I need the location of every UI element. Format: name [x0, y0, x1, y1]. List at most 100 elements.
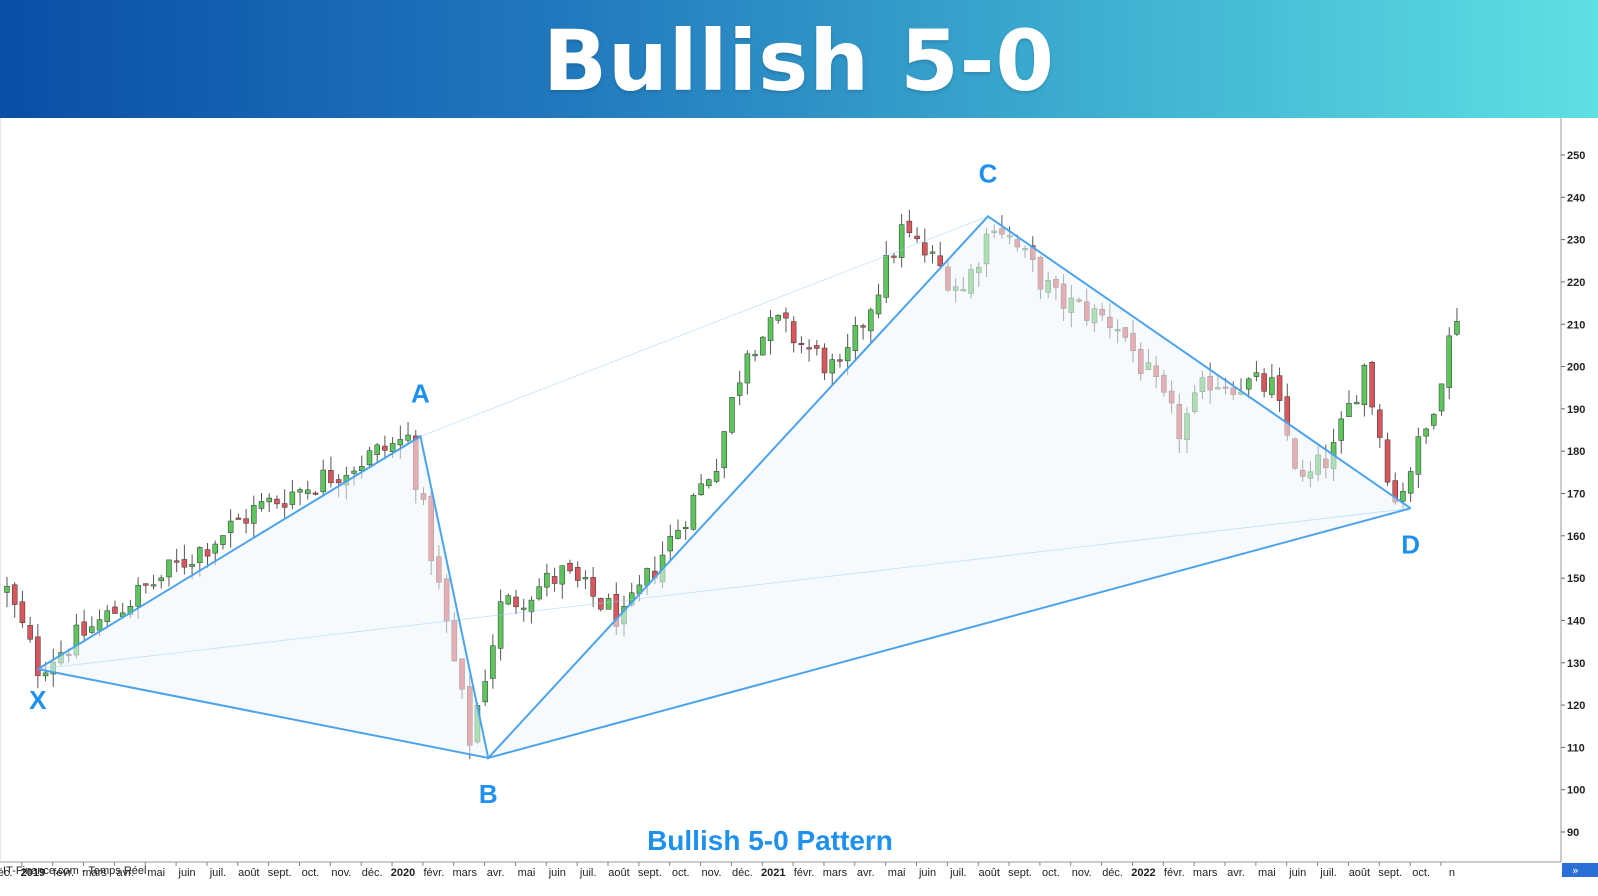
candle-body [274, 498, 280, 505]
candle-body [173, 560, 180, 563]
candle-up [667, 524, 674, 563]
candle-up [1245, 377, 1252, 399]
candle-up [297, 487, 303, 506]
candle-up [883, 241, 889, 303]
candle-down [35, 623, 41, 689]
candle-body [1269, 377, 1275, 395]
candle-up [706, 478, 712, 489]
candle-body [667, 535, 674, 552]
x-tick-label: mars [823, 867, 848, 879]
candle-body [1431, 413, 1437, 426]
candle-down [821, 343, 828, 380]
x-tick-label: juin [548, 867, 566, 879]
candle-down [19, 590, 26, 628]
candle-up [536, 578, 542, 601]
candle-body [598, 598, 604, 610]
candle-body [675, 529, 681, 539]
candle-body [1446, 335, 1452, 388]
candle-down [181, 544, 188, 575]
candle-down [783, 307, 789, 333]
candle-body [135, 585, 141, 607]
point-label-c: C [979, 158, 998, 188]
candle-body [1261, 373, 1267, 392]
candle-up [898, 213, 905, 268]
candle-body [374, 444, 380, 455]
x-tick-label: déc. [0, 867, 12, 879]
candle-body [744, 353, 751, 384]
x-tick-label: sept. [638, 867, 662, 879]
candle-down [922, 228, 928, 263]
candle-body [1369, 362, 1375, 408]
candle-up [1438, 383, 1445, 416]
y-tick-label: 240 [1567, 192, 1585, 204]
candle-down [914, 227, 920, 243]
candle-up [374, 442, 380, 462]
candle-up [1423, 427, 1429, 444]
candle-up [729, 396, 735, 435]
candle-up [682, 521, 689, 541]
candle-body [1438, 383, 1445, 412]
candle-down [382, 435, 388, 460]
candle-body [790, 321, 797, 344]
candle-body [112, 606, 118, 614]
x-tick-label: avr. [1227, 867, 1245, 879]
candle-body [312, 492, 319, 495]
candle-up [258, 492, 265, 512]
x-tick-label: févr. [1164, 867, 1185, 879]
candle-up [490, 634, 496, 689]
candle-body [104, 610, 111, 622]
candle-up [690, 493, 697, 531]
candle-body [513, 596, 519, 608]
candle-up [366, 446, 373, 467]
candle-body [528, 599, 535, 613]
x-tick-label: mars [453, 867, 478, 879]
y-tick-label: 130 [1567, 658, 1585, 670]
candle-body [783, 312, 789, 319]
candle-up [1269, 363, 1275, 399]
candle-body [829, 359, 835, 374]
candle-up [150, 574, 157, 590]
x-tick-label: août [978, 867, 999, 879]
candle-body [775, 314, 781, 321]
x-tick-label: déc. [1102, 867, 1123, 879]
chart-title: Bullish 5-0 Pattern [647, 825, 893, 856]
candle-body [544, 572, 550, 588]
candle-down [814, 340, 820, 356]
candle-down [513, 589, 519, 615]
candle-up [305, 480, 311, 500]
candle-up [4, 576, 10, 608]
candle-up [1407, 467, 1414, 502]
x-tick-label: août [1349, 867, 1370, 879]
candle-up [736, 370, 743, 406]
y-tick-label: 170 [1567, 489, 1585, 501]
candle-body [1454, 321, 1460, 335]
x-tick-label: déc. [732, 867, 753, 879]
candle-down [551, 567, 558, 592]
candle-down [204, 542, 211, 569]
y-tick-label: 200 [1567, 362, 1585, 374]
candle-body [698, 483, 704, 496]
candle-body [150, 584, 157, 587]
x-tick-label: févr. [424, 867, 445, 879]
candle-down [143, 583, 149, 594]
x-tick-label: sept. [1378, 867, 1402, 879]
candle-up [544, 563, 550, 597]
candle-up [158, 574, 164, 589]
candle-body [281, 503, 288, 508]
candle-body [366, 450, 373, 466]
candle-up [251, 495, 257, 537]
candle-body [359, 466, 365, 472]
candle-up [1446, 327, 1452, 400]
candle-body [1253, 372, 1260, 377]
y-tick-label: 100 [1567, 785, 1585, 797]
candle-down [235, 513, 242, 520]
candle-body [235, 517, 242, 520]
candle-body [166, 559, 172, 578]
x-tick-label: avr. [857, 867, 875, 879]
scroll-button [1562, 863, 1598, 877]
candle-body [520, 607, 527, 610]
candle-body [1377, 409, 1383, 438]
candle-down [574, 561, 581, 588]
candle-up [1415, 427, 1422, 489]
x-tick-label: mai [518, 867, 536, 879]
